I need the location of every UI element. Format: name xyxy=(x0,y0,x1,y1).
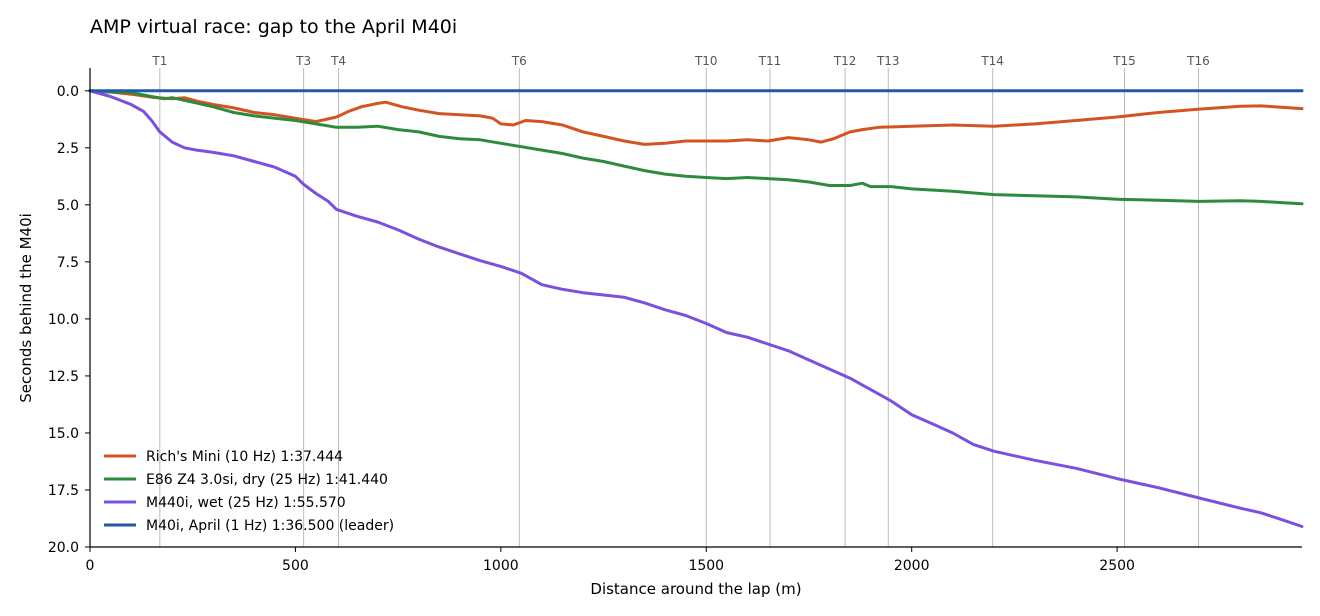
y-tick-label: 0.0 xyxy=(57,84,79,100)
turn-markers: T1 T3 T4 T6 T10 T11 T12 T13 T14 T15 T16 xyxy=(151,54,1210,547)
y-tick-label: 5.0 xyxy=(57,198,79,214)
series-lines xyxy=(88,89,1304,528)
turn-marker-label: T11 xyxy=(758,54,782,68)
y-tick-label: 17.5 xyxy=(48,483,79,499)
x-tick-label: 1000 xyxy=(483,558,519,574)
legend-label-3: M40i, April (1 Hz) 1:36.500 (leader) xyxy=(146,518,394,534)
turn-marker-label: T15 xyxy=(1112,54,1136,68)
turn-marker-label: T6 xyxy=(511,54,527,68)
chart-title: AMP virtual race: gap to the April M40i xyxy=(90,16,457,38)
turn-marker-label: T10 xyxy=(694,54,718,68)
y-tick-label: 7.5 xyxy=(57,255,79,271)
legend-label-2: M440i, wet (25 Hz) 1:55.570 xyxy=(146,495,346,511)
turn-marker-label: T4 xyxy=(330,54,346,68)
turn-marker-label: T16 xyxy=(1186,54,1210,68)
y-tick-label: 2.5 xyxy=(57,141,79,157)
turn-marker-label: T13 xyxy=(876,54,900,68)
legend-label-1: E86 Z4 3.0si, dry (25 Hz) 1:41.440 xyxy=(146,472,388,488)
y-tick-label: 12.5 xyxy=(48,369,79,385)
y-tick-label: 20.0 xyxy=(48,540,79,556)
y-ticks: 0.0 2.5 5.0 7.5 10.0 12.5 15.0 17.5 20.0 xyxy=(48,84,90,556)
series-line-2 xyxy=(88,89,1304,528)
y-tick-label: 15.0 xyxy=(48,426,79,442)
y-tick-label: 10.0 xyxy=(48,312,79,328)
x-ticks: 0 500 1000 1500 2000 2500 xyxy=(86,547,1135,574)
series-line-1 xyxy=(88,89,1304,206)
y-axis-label: Seconds behind the M40i xyxy=(17,213,35,403)
x-tick-label: 0 xyxy=(86,558,95,574)
turn-marker-label: T3 xyxy=(295,54,311,68)
series-line-0 xyxy=(88,89,1304,146)
x-tick-label: 2500 xyxy=(1099,558,1135,574)
x-tick-label: 2000 xyxy=(894,558,930,574)
x-tick-label: 1500 xyxy=(688,558,724,574)
legend: Rich's Mini (10 Hz) 1:37.444 E86 Z4 3.0si… xyxy=(104,449,394,534)
turn-marker-label: T14 xyxy=(980,54,1004,68)
legend-label-0: Rich's Mini (10 Hz) 1:37.444 xyxy=(146,449,343,465)
turn-marker-label: T12 xyxy=(833,54,857,68)
x-tick-label: 500 xyxy=(282,558,309,574)
x-axis-label: Distance around the lap (m) xyxy=(590,580,801,598)
turn-marker-label: T1 xyxy=(151,54,167,68)
